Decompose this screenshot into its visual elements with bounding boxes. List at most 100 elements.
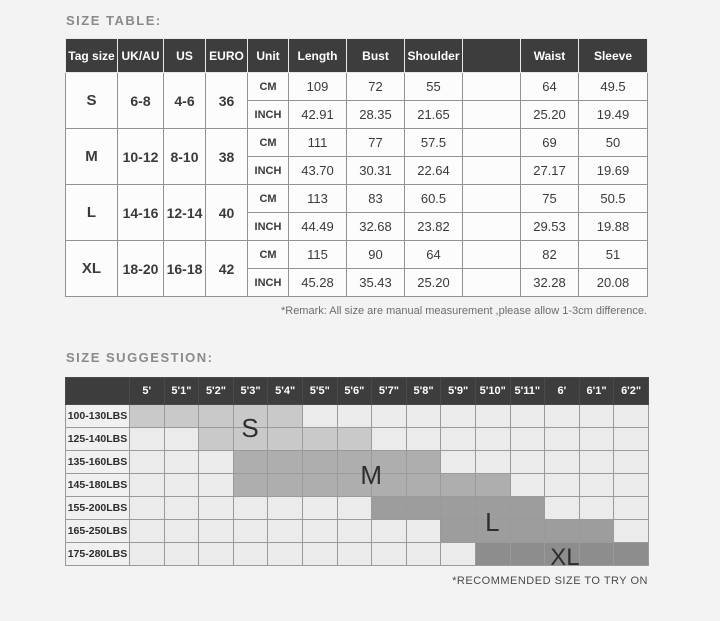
grid-cell-shaded-s	[198, 427, 234, 451]
grid-cell	[198, 496, 234, 520]
grid-cell	[163, 542, 200, 566]
measurement-cell: 19.69	[578, 156, 648, 185]
grid-cell	[578, 473, 615, 497]
grid-cell-shaded-l	[544, 519, 580, 543]
weight-label-cell: 100-130LBS	[65, 404, 130, 428]
measurement-cell: 32.68	[346, 212, 405, 241]
grid-cell	[613, 519, 649, 543]
weight-label-cell: 135-160LBS	[65, 450, 130, 474]
grid-cell-shaded-m	[267, 450, 303, 474]
measurement-cell: 50	[578, 128, 648, 157]
grid-cell	[440, 542, 476, 566]
weight-row: 125-140LBS	[65, 427, 649, 451]
grid-cell-shaded-s	[336, 427, 373, 451]
height-header-cell: 5'10"	[474, 377, 511, 405]
measurement-cell: 44.49	[288, 212, 347, 241]
size-suggestion-wrap: 5' 5'1" 5'2" 5'3" 5'4" 5'5" 5'6" 5'7" 5'8" 5'9" 5'…	[65, 377, 649, 569]
size-table-header-cell: Shoulder	[404, 38, 463, 73]
grid-cell-shaded-l	[440, 519, 476, 543]
size-table-header-cell: Length	[288, 38, 347, 73]
grid-cell-shaded-s	[301, 427, 338, 451]
suggestion-corner-cell	[65, 377, 130, 405]
size-table-body: S 6-8 4-6 36 CM 109 72 55 64 49.5 INCH 42.91 28.35 21…	[65, 72, 648, 297]
weight-label-cell: 165-250LBS	[65, 519, 130, 543]
size-table-header: Tag size UK/AU US EURO Unit Length Bust Shoulde…	[65, 38, 648, 73]
size-row-inch: INCH 45.28 35.43 25.20 32.28 20.08	[66, 268, 648, 297]
measurement-cell: 49.5	[578, 72, 648, 101]
grid-cell	[613, 496, 649, 520]
size-table-header-row: Tag size UK/AU US EURO Unit Length Bust Shoulde…	[65, 38, 648, 73]
measurement-cell: 22.64	[404, 156, 463, 185]
measurement-cell	[462, 156, 521, 185]
grid-cell	[405, 542, 442, 566]
grid-cell	[267, 542, 303, 566]
measurement-cell	[462, 100, 521, 129]
grid-cell	[371, 519, 407, 543]
grid-cell	[578, 404, 615, 428]
measurement-cell: 77	[346, 128, 405, 157]
measurement-cell: 69	[520, 128, 579, 157]
size-table-header-cell: EURO	[205, 38, 248, 73]
grid-cell	[509, 473, 546, 497]
measurement-cell	[462, 240, 521, 269]
measurement-cell: 42.91	[288, 100, 347, 129]
grid-cell	[509, 450, 546, 474]
grid-cell	[232, 496, 269, 520]
grid-cell	[301, 496, 338, 520]
measurement-cell: 111	[288, 128, 347, 157]
grid-cell	[440, 450, 476, 474]
size-suggestion-header: 5' 5'1" 5'2" 5'3" 5'4" 5'5" 5'6" 5'7" 5'8" 5'9" 5'…	[65, 377, 649, 405]
size-table-header-cell: Unit	[247, 38, 289, 73]
grid-cell	[509, 427, 546, 451]
measurement-cell: 28.35	[346, 100, 405, 129]
grid-cell	[163, 427, 200, 451]
height-header-cell: 5'6"	[336, 377, 373, 405]
height-header-cell: 5'7"	[371, 377, 407, 405]
weight-label-cell: 125-140LBS	[65, 427, 130, 451]
grid-cell	[578, 427, 615, 451]
grid-cell	[336, 496, 373, 520]
grid-cell	[129, 427, 165, 451]
unit-cell: CM	[247, 128, 289, 157]
grid-cell	[474, 427, 511, 451]
grid-cell	[129, 450, 165, 474]
grid-cell	[544, 496, 580, 520]
measurement-cell: 23.82	[404, 212, 463, 241]
grid-cell	[163, 473, 200, 497]
grid-cell-shaded-l	[371, 496, 407, 520]
grid-cell-shaded-l	[474, 519, 511, 543]
grid-cell	[198, 519, 234, 543]
us-cell: 4-6	[163, 72, 206, 129]
unit-cell: INCH	[247, 268, 289, 297]
measurement-cell: 19.88	[578, 212, 648, 241]
grid-cell-shaded-m	[267, 473, 303, 497]
size-table-title: SIZE TABLE:	[66, 13, 162, 28]
grid-cell	[440, 427, 476, 451]
measurement-cell: 45.28	[288, 268, 347, 297]
grid-cell	[474, 450, 511, 474]
grid-cell	[163, 496, 200, 520]
grid-cell	[405, 404, 442, 428]
size-table-header-cell: UK/AU	[117, 38, 164, 73]
measurement-cell: 19.49	[578, 100, 648, 129]
measurement-cell: 90	[346, 240, 405, 269]
unit-cell: INCH	[247, 212, 289, 241]
grid-cell	[371, 404, 407, 428]
measurement-cell: 21.65	[404, 100, 463, 129]
grid-cell	[544, 473, 580, 497]
ukau-cell: 14-16	[117, 184, 164, 241]
grid-cell-shaded-m	[232, 473, 269, 497]
measurement-cell: 27.17	[520, 156, 579, 185]
size-suggestion-table: 5' 5'1" 5'2" 5'3" 5'4" 5'5" 5'6" 5'7" 5'8" 5'9" 5'…	[65, 377, 649, 566]
ukau-cell: 6-8	[117, 72, 164, 129]
grid-cell	[129, 519, 165, 543]
size-row-inch: INCH 42.91 28.35 21.65 25.20 19.49	[66, 100, 648, 129]
grid-cell-shaded-xl	[613, 542, 649, 566]
grid-cell	[198, 450, 234, 474]
measurement-cell	[462, 268, 521, 297]
height-header-cell: 5'2"	[198, 377, 234, 405]
grid-cell	[336, 404, 373, 428]
grid-cell-shaded-l	[509, 496, 546, 520]
size-row-inch: INCH 43.70 30.31 22.64 27.17 19.69	[66, 156, 648, 185]
grid-cell	[613, 404, 649, 428]
